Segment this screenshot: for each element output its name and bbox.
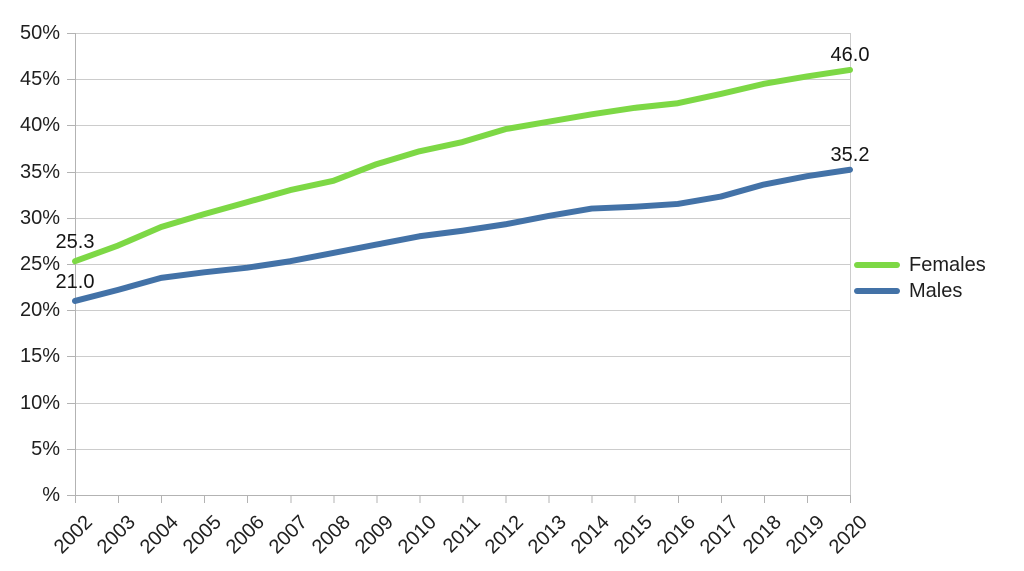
females-line-swatch xyxy=(854,262,900,268)
males-last-value-label: 35.2 xyxy=(830,143,870,166)
y-tick-label: 15% xyxy=(19,345,60,367)
series-line-females xyxy=(72,66,853,265)
y-tick-label: 30% xyxy=(19,207,60,229)
females-first-value-label: 25.3 xyxy=(55,231,95,254)
males-first-value-label: 21.0 xyxy=(55,270,95,293)
legend-label-females: Females xyxy=(909,254,986,276)
y-tick-label: 25% xyxy=(19,253,60,275)
y-tick-label: 45% xyxy=(19,68,60,90)
legend: Females Males xyxy=(854,252,986,304)
y-tick-label: 20% xyxy=(19,299,60,321)
y-tick-label: 50% xyxy=(19,22,60,44)
y-tick-label: 35% xyxy=(19,161,60,183)
legend-label-males: Males xyxy=(909,280,963,302)
y-tick-label: 10% xyxy=(19,392,60,414)
y-tick-label: 40% xyxy=(19,114,60,136)
legend-item-males: Males xyxy=(854,278,986,304)
y-tick-label: 5% xyxy=(31,438,60,460)
legend-item-females: Females xyxy=(854,252,986,278)
series-line-males xyxy=(72,166,853,304)
males-line-swatch xyxy=(854,288,900,294)
females-last-value-label: 46.0 xyxy=(830,43,870,66)
y-tick-label: % xyxy=(42,484,60,506)
